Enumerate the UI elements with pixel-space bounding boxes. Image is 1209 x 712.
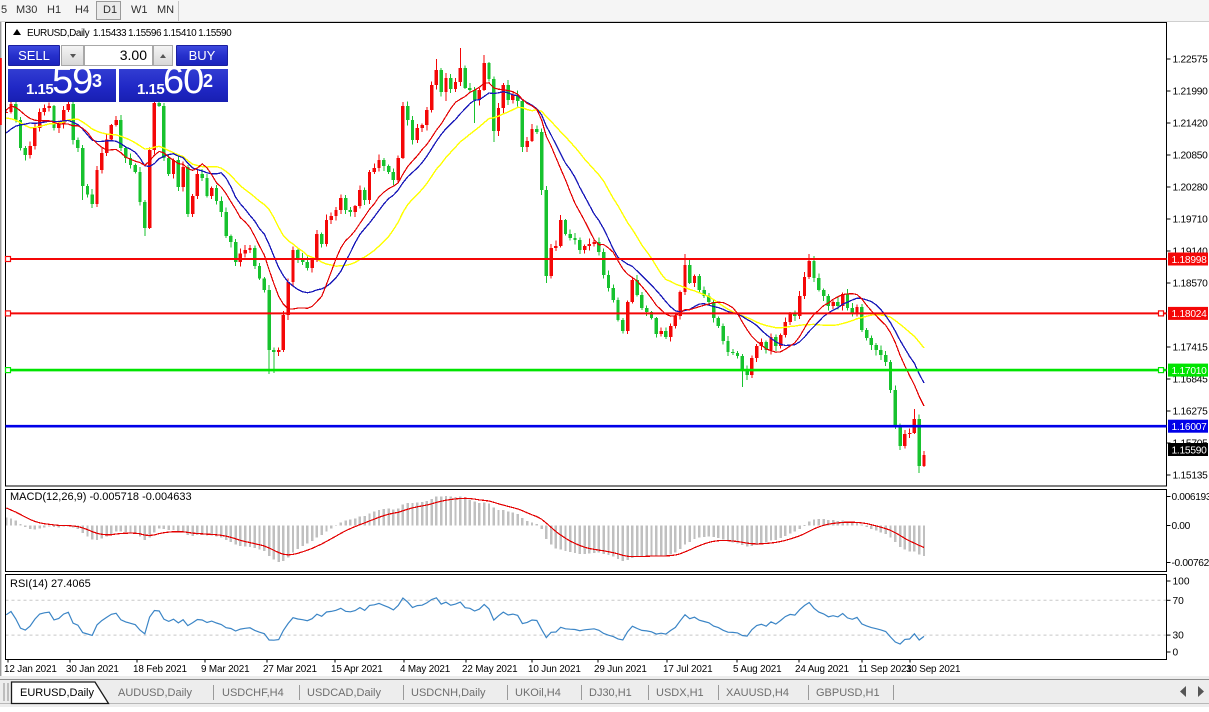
svg-text:-0.007621: -0.007621 [1172,558,1209,569]
svg-text:1.22575: 1.22575 [1173,55,1209,66]
svg-text:1.15135: 1.15135 [1173,471,1209,482]
svg-text:USDX,H1: USDX,H1 [656,687,704,699]
svg-text:100: 100 [1173,577,1190,588]
svg-text:1.18570: 1.18570 [1173,279,1209,290]
svg-text:EURUSD,Daily: EURUSD,Daily [20,687,94,699]
svg-text:24 Aug 2021: 24 Aug 2021 [795,664,849,675]
svg-text:1.20280: 1.20280 [1173,183,1209,194]
svg-text:17 Jul 2021: 17 Jul 2021 [663,664,713,675]
svg-text:1.21990: 1.21990 [1173,87,1209,98]
svg-text:12 Jan 2021: 12 Jan 2021 [4,664,57,675]
svg-text:1.21420: 1.21420 [1173,119,1209,130]
svg-text:10 Jun 2021: 10 Jun 2021 [528,664,581,675]
svg-text:RSI(14) 27.4065: RSI(14) 27.4065 [10,578,91,590]
svg-text:DJ30,H1: DJ30,H1 [589,687,632,699]
svg-text:1.18024: 1.18024 [1172,309,1208,320]
svg-text:1.18998: 1.18998 [1172,255,1208,266]
svg-text:XAUUSD,H4: XAUUSD,H4 [726,687,789,699]
svg-text:70: 70 [1173,596,1185,607]
svg-text:15 Apr 2021: 15 Apr 2021 [331,664,383,675]
svg-text:1.17010: 1.17010 [1172,366,1208,377]
svg-text:1.16007: 1.16007 [1172,422,1208,433]
svg-text:MACD(12,26,9) -0.005718 -0.004: MACD(12,26,9) -0.005718 -0.004633 [10,491,192,503]
svg-text:30 Sep 2021: 30 Sep 2021 [906,664,961,675]
svg-text:9 Mar 2021: 9 Mar 2021 [201,664,250,675]
svg-text:27 Mar 2021: 27 Mar 2021 [263,664,317,675]
svg-text:1.20850: 1.20850 [1173,151,1209,162]
svg-text:USDCNH,Daily: USDCNH,Daily [411,687,486,699]
svg-text:0.006193: 0.006193 [1172,492,1209,503]
svg-text:AUDUSD,Daily: AUDUSD,Daily [118,687,192,699]
svg-text:30 Jan 2021: 30 Jan 2021 [66,664,119,675]
svg-text:18 Feb 2021: 18 Feb 2021 [133,664,187,675]
svg-text:USDCAD,Daily: USDCAD,Daily [307,687,381,699]
svg-text:1.19710: 1.19710 [1173,215,1209,226]
svg-text:5 Aug 2021: 5 Aug 2021 [733,664,782,675]
svg-text:GBPUSD,H1: GBPUSD,H1 [816,687,880,699]
svg-text:USDCHF,H4: USDCHF,H4 [222,687,284,699]
svg-text:1.16275: 1.16275 [1173,407,1209,418]
svg-text:UKOil,H4: UKOil,H4 [515,687,561,699]
svg-text:30: 30 [1173,631,1185,642]
svg-text:29 Jun 2021: 29 Jun 2021 [594,664,647,675]
svg-text:11 Sep 2021: 11 Sep 2021 [858,664,912,675]
svg-text:1.17415: 1.17415 [1173,343,1209,354]
svg-text:0: 0 [1173,648,1179,659]
svg-text:22 May 2021: 22 May 2021 [462,664,518,675]
svg-text:0.00: 0.00 [1172,521,1191,532]
svg-text:1.15590: 1.15590 [1172,445,1208,456]
svg-text:4 May 2021: 4 May 2021 [400,664,451,675]
